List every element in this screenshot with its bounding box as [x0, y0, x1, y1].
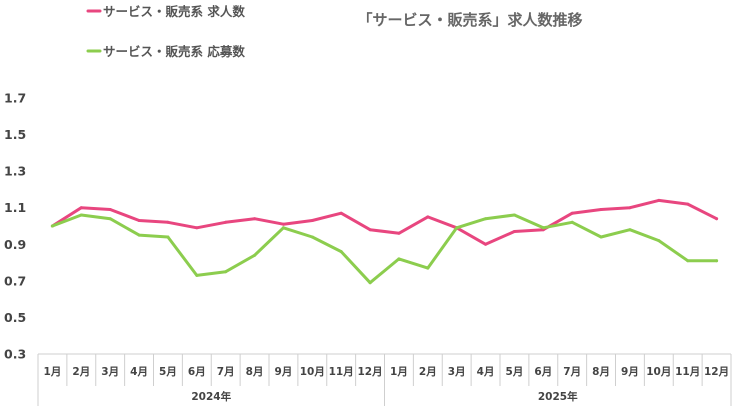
x-tick-label: 2月 — [72, 366, 90, 378]
data-point — [599, 208, 603, 211]
x-tick-label: 9月 — [621, 366, 639, 378]
data-point — [253, 217, 257, 221]
data-point — [281, 222, 285, 226]
legend-item: サービス・販売系 求人数 — [86, 4, 245, 19]
y-axis: 0.3 0.5 0.7 0.9 1.1 1.3 1.5 1.7 — [4, 91, 26, 362]
y-tick-label: 1.3 — [4, 164, 26, 179]
data-point — [137, 233, 141, 237]
data-point — [108, 208, 112, 211]
data-point — [570, 220, 574, 224]
x-tick-label: 1月 — [390, 366, 408, 378]
data-point — [339, 211, 343, 215]
series-group — [50, 198, 719, 246]
data-point — [310, 235, 314, 239]
data-point — [224, 220, 228, 224]
data-point — [686, 202, 690, 206]
legend-label: サービス・販売系 求人数 — [103, 4, 245, 19]
x-group-label: 2024年 — [191, 390, 231, 403]
data-point — [484, 217, 488, 221]
data-point — [281, 226, 285, 230]
data-point — [570, 211, 574, 215]
data-point — [79, 213, 83, 217]
legend-label: サービス・販売系 応募数 — [103, 44, 245, 59]
data-point — [195, 226, 199, 230]
x-tick-label: 11月 — [675, 366, 700, 378]
data-point — [657, 198, 661, 202]
y-tick-label: 0.9 — [4, 237, 26, 252]
y-tick-label: 1.5 — [4, 127, 26, 142]
x-tick-label: 8月 — [592, 366, 610, 378]
x-group-label: 2025年 — [538, 390, 578, 403]
data-point — [512, 213, 516, 217]
data-point — [137, 219, 141, 222]
y-tick-label: 0.3 — [4, 347, 26, 362]
legend-item: サービス・販売系 応募数 — [86, 44, 245, 59]
data-point — [397, 231, 401, 235]
x-tick-label: 6月 — [534, 366, 552, 378]
data-point — [50, 224, 54, 228]
y-tick-label: 0.5 — [4, 310, 26, 325]
data-point — [426, 266, 430, 270]
y-tick-label: 1.7 — [4, 91, 26, 106]
x-tick-label: 3月 — [448, 366, 466, 378]
data-point — [657, 239, 661, 243]
data-point — [368, 228, 372, 232]
data-point — [484, 242, 488, 246]
data-point — [79, 206, 83, 210]
data-point — [628, 206, 632, 210]
data-point — [108, 217, 112, 221]
data-point — [339, 250, 343, 254]
x-axis: 1月 2月 3月 4月 5月 6月 7月 8月 9月 10月 11月 12月 2024年 1月 2月 3月 4月… — [37, 353, 732, 406]
data-point — [455, 226, 459, 230]
series-group — [50, 213, 719, 285]
data-point — [426, 215, 430, 219]
x-tick-label: 12月 — [704, 366, 729, 378]
data-point — [166, 235, 170, 239]
data-point — [195, 273, 199, 277]
x-tick-label: 7月 — [217, 366, 235, 378]
x-tick-label: 4月 — [477, 366, 495, 378]
data-point — [715, 259, 719, 263]
y-tick-label: 1.1 — [4, 200, 26, 215]
x-tick-label: 4月 — [130, 366, 148, 378]
x-tick-label: 2月 — [419, 366, 437, 378]
data-point — [512, 230, 516, 233]
x-tick-label: 5月 — [159, 366, 177, 378]
data-point — [599, 235, 603, 239]
series-layer — [50, 198, 719, 285]
x-tick-label: 9月 — [275, 366, 293, 378]
x-tick-label: 8月 — [246, 366, 264, 378]
data-point — [715, 217, 719, 221]
data-point — [224, 270, 228, 274]
data-point — [310, 219, 314, 222]
data-point — [166, 220, 170, 224]
series-line — [50, 213, 719, 285]
x-tick-label: 10月 — [646, 366, 671, 378]
x-tick-label: 6月 — [188, 366, 206, 378]
data-point — [368, 281, 372, 285]
chart-title: 「サービス・販売系」求人数推移 — [357, 11, 582, 29]
x-tick-label: 11月 — [329, 366, 354, 378]
x-tick-label: 3月 — [101, 366, 119, 378]
data-point — [628, 228, 632, 232]
x-tick-label: 1月 — [44, 366, 62, 378]
x-tick-label: 5月 — [506, 366, 524, 378]
data-point — [686, 259, 690, 263]
x-tick-label: 12月 — [358, 366, 383, 378]
series-line — [50, 198, 719, 246]
data-point — [253, 253, 257, 257]
x-tick-label: 10月 — [300, 366, 325, 378]
data-point — [541, 226, 545, 230]
x-tick-label: 7月 — [563, 366, 581, 378]
data-point — [397, 257, 401, 261]
y-tick-label: 0.7 — [4, 273, 26, 288]
